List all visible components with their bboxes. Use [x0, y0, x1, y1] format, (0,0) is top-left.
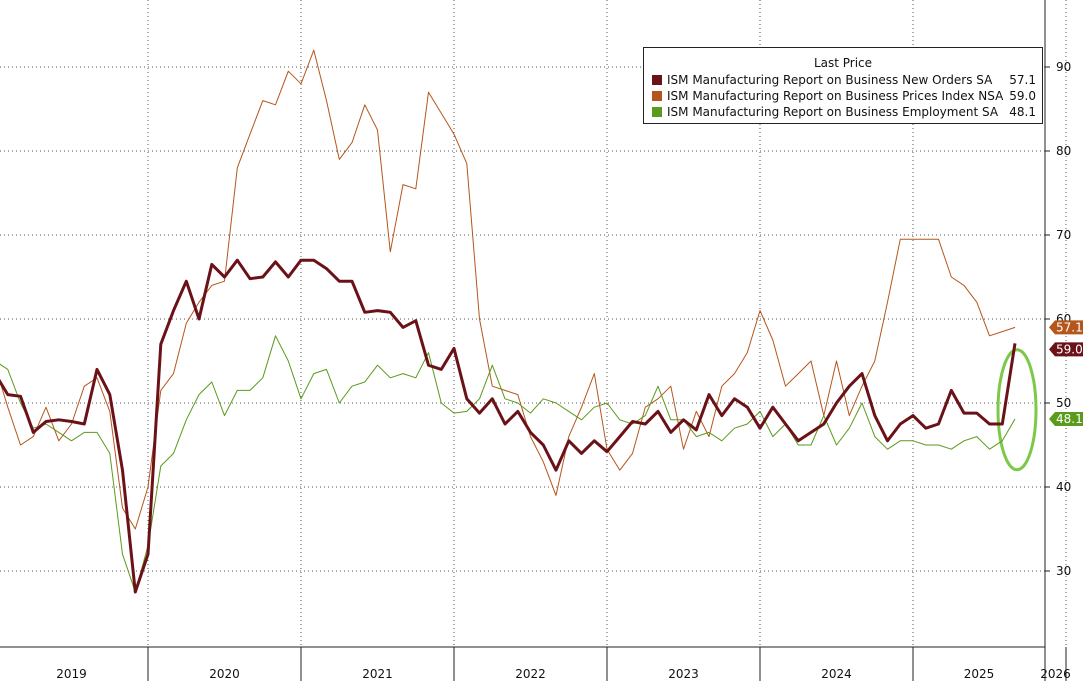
legend-label: ISM Manufacturing Report on Business Pri…	[667, 89, 1004, 103]
x-tick-label: 2023	[668, 667, 699, 681]
series-line	[0, 258, 1017, 594]
legend-swatch	[652, 91, 662, 101]
last-value-tag: 48.1	[1049, 411, 1083, 426]
legend-value: 57.1	[1009, 73, 1036, 87]
legend-value: 48.1	[1009, 105, 1036, 119]
x-tick-label: 2026	[1040, 667, 1071, 681]
tag-text: 48.1	[1056, 412, 1083, 426]
tag-text: 57.1	[1056, 320, 1083, 334]
x-tick-label: 2024	[821, 667, 852, 681]
legend-label: ISM Manufacturing Report on Business Emp…	[667, 105, 999, 119]
legend-title: Last Price	[813, 56, 873, 70]
x-tick-label: 2022	[515, 667, 546, 681]
legend-item-employment: ISM Manufacturing Report on Business Emp…	[644, 104, 1042, 120]
y-tick-label: 90	[1056, 60, 1071, 74]
legend-swatch	[652, 107, 662, 117]
highlight-ellipse-layer	[996, 348, 1038, 472]
y-tick-label: 50	[1056, 396, 1071, 410]
x-tick-label: 2019	[56, 667, 87, 681]
series-line	[0, 335, 1016, 593]
legend-item-new-orders: ISM Manufacturing Report on Business New…	[644, 72, 1042, 88]
y-tick-label: 30	[1056, 564, 1071, 578]
legend-label: ISM Manufacturing Report on Business New…	[667, 73, 993, 87]
x-tick-label: 2020	[209, 667, 240, 681]
y-tick-label: 70	[1056, 228, 1071, 242]
legend-swatch	[652, 75, 662, 85]
series-line	[0, 49, 1016, 530]
x-tick-label: 2021	[362, 667, 393, 681]
highlight-ellipse	[996, 348, 1038, 472]
last-value-tag: 59.0	[1049, 342, 1083, 357]
legend-item-prices: ISM Manufacturing Report on Business Pri…	[644, 88, 1042, 104]
tag-shape	[1049, 342, 1083, 357]
tag-shape	[1049, 320, 1083, 335]
x-tick-label: 2025	[964, 667, 995, 681]
last-value-tag: 57.1	[1049, 320, 1083, 335]
tag-text: 59.0	[1056, 342, 1083, 356]
tag-shape	[1049, 411, 1083, 426]
legend: Last Price ISM Manufacturing Report on B…	[643, 47, 1043, 124]
y-tick-label: 40	[1056, 480, 1071, 494]
legend-value: 59.0	[1009, 89, 1036, 103]
y-tick-label: 80	[1056, 144, 1071, 158]
series-layer	[0, 49, 1017, 594]
